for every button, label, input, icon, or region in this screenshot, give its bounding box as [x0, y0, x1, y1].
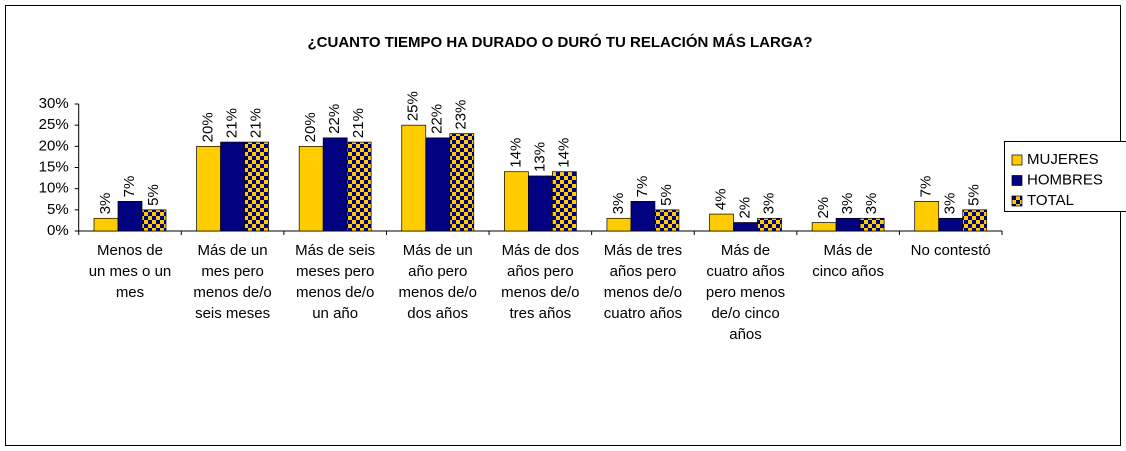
x-tick-label: Más de dos años pero menos de/o tres año… [501, 242, 580, 322]
bar [117, 201, 143, 232]
legend-swatch [1011, 154, 1023, 166]
bar [401, 124, 427, 232]
data-label: 22% [429, 104, 446, 134]
bar [551, 171, 577, 232]
bar [93, 217, 119, 232]
bar [811, 222, 837, 232]
legend-label: HOMBRES [1027, 171, 1103, 188]
data-label: 5% [658, 184, 675, 206]
x-tick-label: No contestó [910, 242, 991, 259]
data-label: 25% [405, 91, 422, 121]
data-label: 7% [634, 176, 651, 198]
y-tick-label: 25% [39, 116, 69, 133]
y-tick-label: 0% [47, 222, 69, 239]
bar [141, 209, 167, 232]
bar [859, 217, 885, 232]
data-label: 4% [712, 188, 729, 210]
y-tick-label: 15% [39, 158, 69, 175]
data-label: 21% [350, 108, 367, 138]
bar [527, 175, 553, 232]
x-tick-label: Menos de un mes o un mes [88, 242, 172, 301]
x-tick-label: Más de seis meses pero menos de/o un año [295, 242, 376, 322]
y-tick-label: 10% [39, 180, 69, 197]
data-label: 14% [507, 138, 524, 168]
bar [196, 145, 221, 232]
bar [757, 217, 782, 232]
legend-label: MUJERES [1027, 151, 1099, 168]
data-label: 3% [839, 193, 856, 215]
bar [425, 137, 451, 232]
bar [298, 145, 324, 232]
bar [835, 217, 861, 232]
legend-swatch [1011, 175, 1023, 186]
y-tick-label: 20% [39, 137, 69, 154]
bar [654, 209, 680, 232]
data-label: 20% [302, 112, 319, 142]
data-label: 7% [918, 176, 935, 198]
data-label: 20% [200, 112, 217, 142]
data-label: 2% [736, 197, 753, 219]
bar [709, 213, 734, 232]
data-label: 3% [942, 193, 959, 215]
data-label: 14% [555, 138, 572, 168]
data-label: 7% [121, 176, 138, 198]
data-label: 13% [531, 142, 548, 172]
data-label: 5% [145, 184, 162, 206]
x-tick-label: Más de tres años pero menos de/o cuatro … [603, 242, 683, 322]
y-tick-label: 30% [39, 95, 69, 112]
data-label: 3% [610, 193, 627, 215]
bar [220, 141, 245, 232]
data-label: 22% [326, 104, 343, 134]
bar [346, 141, 372, 232]
legend-box [1004, 141, 1126, 212]
data-label: 2% [815, 197, 832, 219]
bar [630, 201, 656, 232]
bar [914, 201, 940, 232]
bar [938, 217, 964, 232]
data-label: 23% [453, 100, 470, 130]
x-tick-label: Más de cinco años [812, 242, 884, 280]
legend-swatch [1011, 195, 1023, 207]
x-tick-label: Más de un año pero menos de/o dos años [398, 242, 477, 322]
legend-label: TOTAL [1027, 192, 1074, 209]
y-tick-label: 5% [47, 201, 69, 218]
bar [449, 133, 475, 232]
bar [733, 222, 758, 232]
data-label: 21% [224, 108, 241, 138]
chart-title: ¿CUANTO TIEMPO HA DURADO O DURÓ TU RELAC… [308, 33, 813, 51]
data-label: 5% [966, 184, 983, 206]
data-label: 3% [97, 193, 114, 215]
data-label: 3% [760, 193, 777, 215]
x-tick-label: Más de cuatro años pero menos de/o cinco… [705, 242, 786, 343]
bar [606, 217, 632, 232]
bar [962, 209, 988, 232]
bar [322, 137, 348, 232]
bar [244, 141, 269, 232]
data-label: 3% [863, 193, 880, 215]
x-tick-label: Más de un mes pero menos de/o seis meses [193, 242, 272, 322]
data-label: 21% [248, 108, 265, 138]
bar [504, 171, 529, 232]
